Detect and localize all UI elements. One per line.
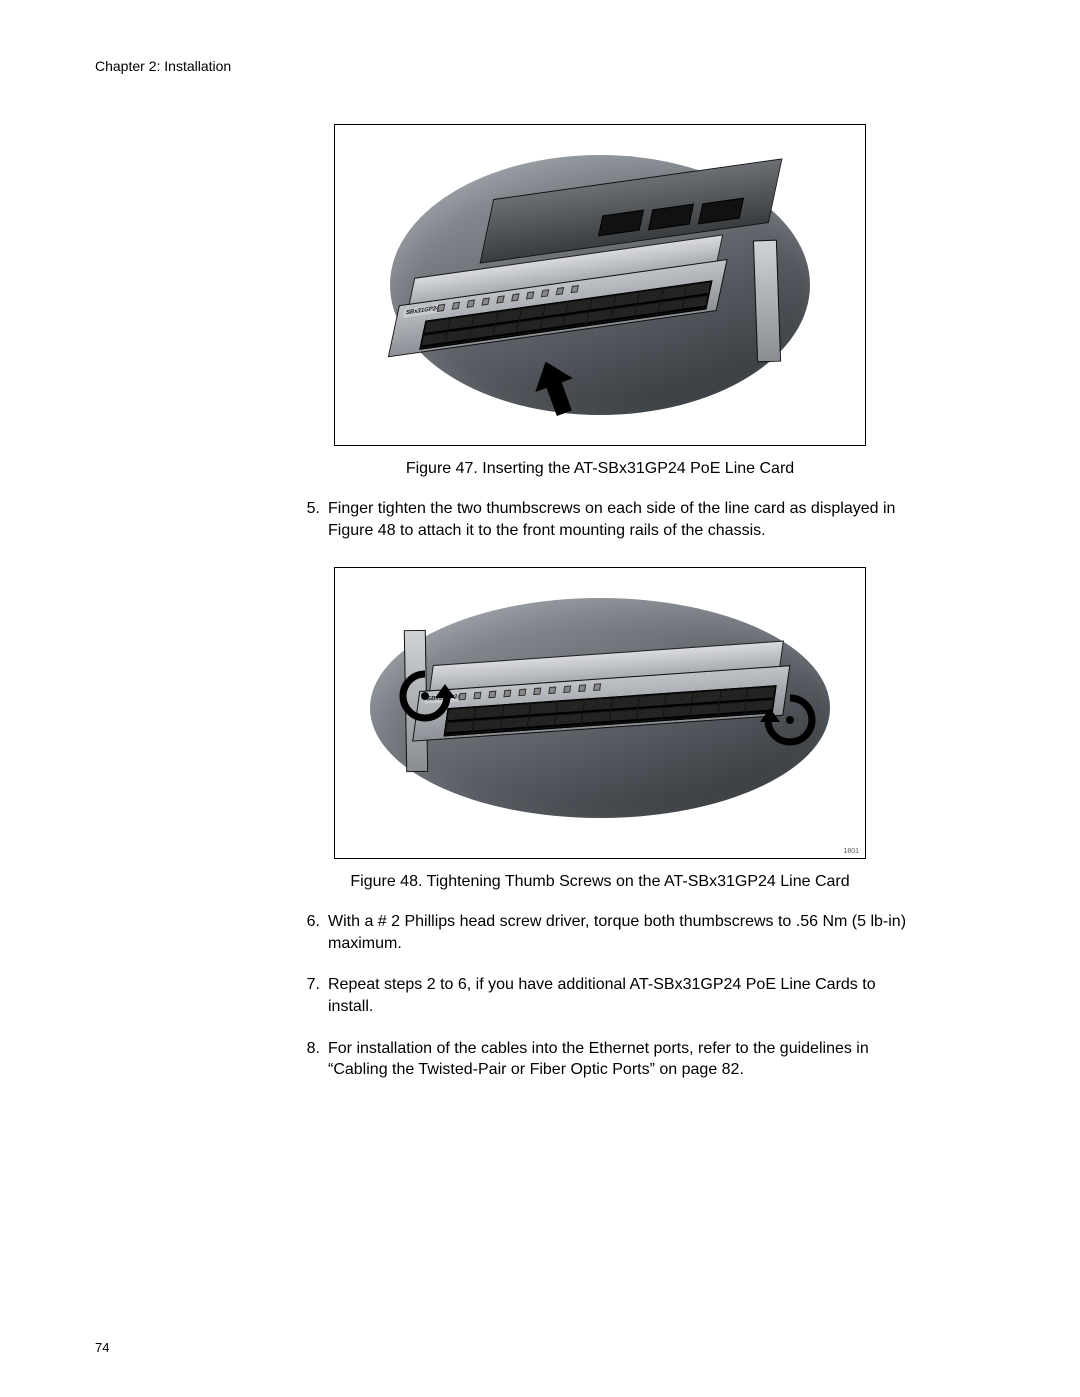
- figure-47-caption: Figure 47. Inserting the AT-SBx31GP24 Po…: [290, 460, 910, 478]
- document-page: Chapter 2: Installation SBx31GP24: [0, 0, 1080, 1397]
- step-5: 5. Finger tighten the two thumbscrews on…: [290, 498, 910, 541]
- figure-47-box: SBx31GP24: [334, 124, 866, 446]
- step-number: 8.: [290, 1038, 328, 1081]
- figure-48-id: 1801: [843, 848, 859, 855]
- chapter-header: Chapter 2: Installation: [95, 58, 985, 74]
- step-number: 5.: [290, 498, 328, 541]
- page-content: SBx31GP24: [290, 124, 910, 1081]
- step-number: 7.: [290, 974, 328, 1017]
- figure-48-caption: Figure 48. Tightening Thumb Screws on th…: [290, 873, 910, 891]
- step-text: With a # 2 Phillips head screw driver, t…: [328, 911, 910, 954]
- rotate-arrow-left-icon: [395, 666, 455, 726]
- step-text: Finger tighten the two thumbscrews on ea…: [328, 498, 910, 541]
- step-text: For installation of the cables into the …: [328, 1038, 910, 1081]
- rotate-arrow-right-icon: [760, 690, 820, 750]
- step-8: 8. For installation of the cables into t…: [290, 1038, 910, 1081]
- figure-48-box: SBx31GP24: [334, 567, 866, 859]
- page-number: 74: [95, 1340, 109, 1355]
- step-text: Repeat steps 2 to 6, if you have additio…: [328, 974, 910, 1017]
- step-7: 7. Repeat steps 2 to 6, if you have addi…: [290, 974, 910, 1017]
- step-6: 6. With a # 2 Phillips head screw driver…: [290, 911, 910, 954]
- rack-bracket: [753, 240, 781, 363]
- step-number: 6.: [290, 911, 328, 954]
